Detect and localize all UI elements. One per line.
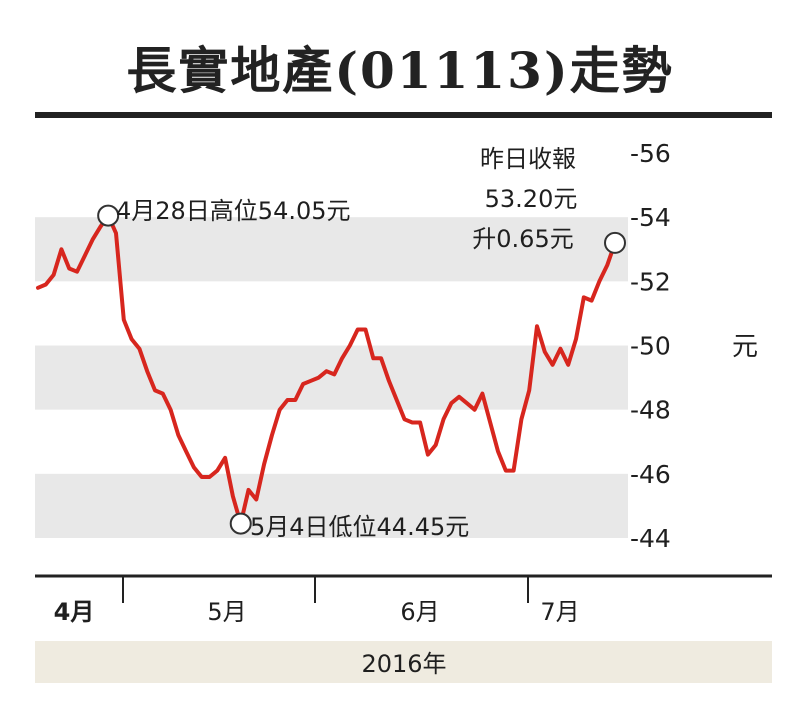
y-tick-label: -50 [630, 332, 671, 361]
grid-band-1 [35, 473, 628, 538]
y-tick-label: -48 [630, 396, 671, 425]
x-axis: 4月 5月 6月 7月 [35, 574, 772, 626]
annotation-low: 5月4日低位44.45元 [250, 513, 469, 541]
annotation-close-label: 昨日收報 [480, 145, 576, 173]
y-tick-label: -56 [630, 139, 671, 168]
grid-band-3 [35, 217, 628, 282]
grid-band-2 [35, 345, 628, 410]
grid-bands [35, 217, 628, 538]
y-axis: -44 -46 -48 -50 -52 -54 -56 [630, 139, 671, 553]
annotation-markers [97, 204, 626, 535]
y-tick-label: -52 [630, 267, 671, 296]
title-rule [35, 112, 772, 118]
x-tick-label: 6月 [400, 598, 439, 626]
high-marker [97, 204, 120, 227]
year-bar [35, 641, 772, 683]
y-tick-label: -44 [630, 524, 671, 553]
x-tick-label: 5月 [207, 598, 246, 626]
close-marker [604, 231, 626, 254]
price-line [36, 213, 617, 526]
annotation-close-value: 53.20元 [485, 185, 578, 213]
y-tick-label: -46 [630, 460, 671, 489]
chart-title: 長實地產(01113)走勢 [126, 41, 673, 100]
annotation-change: 升0.65元 [472, 225, 573, 253]
y-tick-label: -54 [630, 203, 671, 232]
x-tick-label: 4月 [54, 598, 95, 626]
low-marker [229, 512, 252, 535]
y-axis-label: 元 [732, 332, 758, 362]
x-tick-label: 7月 [540, 598, 579, 626]
x-axis-label: 2016年 [361, 650, 446, 678]
annotation-high: 4月28日高位54.05元 [116, 197, 351, 225]
